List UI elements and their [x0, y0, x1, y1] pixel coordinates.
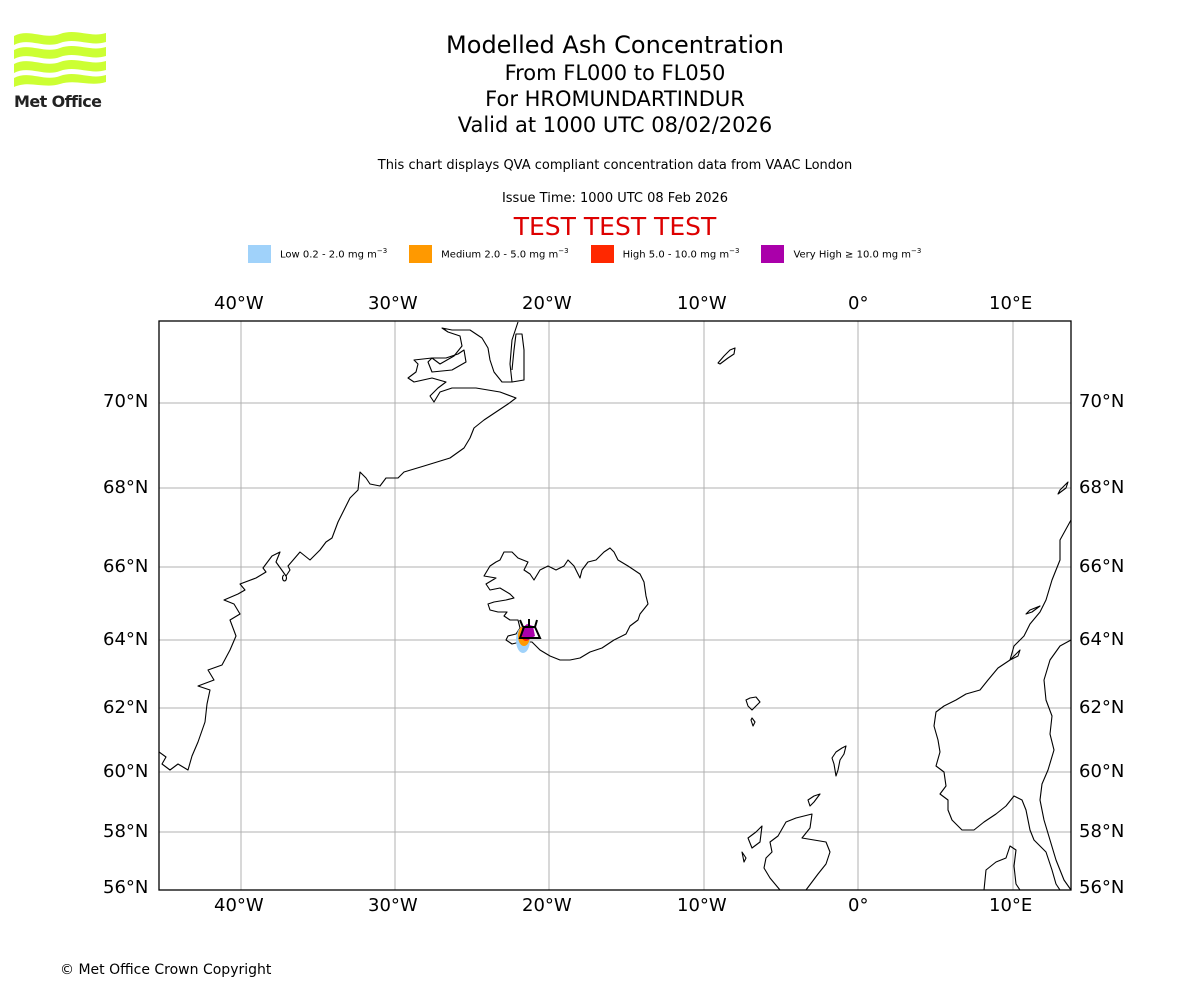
lat-label-right: 70°N [1079, 391, 1125, 412]
lat-label-right: 68°N [1079, 477, 1125, 498]
title-block: Modelled Ash Concentration From FL000 to… [0, 30, 1200, 138]
coastline-greenland [159, 321, 519, 771]
lon-label-bottom: 30°W [368, 895, 418, 916]
lat-label-right: 60°N [1079, 761, 1125, 782]
chart-subtitle: This chart displays QVA compliant concen… [377, 158, 853, 173]
lon-label-top: 10°E [989, 293, 1033, 314]
coastline-faroe [745, 696, 761, 711]
volcano-name: For HROMUNDARTINDUR [485, 87, 745, 111]
legend-label-very-high: Very High ≥ 10.0 mg m [793, 249, 912, 261]
coastline-jan-mayen [717, 347, 736, 365]
lon-label-bottom: 10°E [989, 895, 1033, 916]
coastline-norway [933, 519, 1071, 890]
coastline-scotland [763, 813, 831, 890]
lat-label-right: 58°N [1079, 821, 1125, 842]
legend-label-low: Low 0.2 - 2.0 mg m [280, 249, 377, 261]
lon-label-top: 20°W [522, 293, 572, 314]
lon-label-top: 40°W [214, 293, 264, 314]
legend-unit-exp: −3 [376, 247, 388, 256]
test-banner: TEST TEST TEST [513, 212, 717, 241]
coastline-orkney [807, 793, 821, 807]
coastline-greenland-east [511, 333, 525, 383]
legend-swatch-high [590, 245, 614, 263]
lon-label-top: 30°W [368, 293, 418, 314]
coastline-denmark [983, 845, 1021, 890]
legend-unit-exp: −3 [558, 247, 569, 256]
legend-unit-exp: −3 [729, 247, 740, 256]
lat-label-left: 68°N [103, 477, 149, 498]
lon-label-top: 0° [848, 293, 869, 314]
lat-label-right: 64°N [1079, 629, 1125, 650]
lat-label-left: 60°N [103, 761, 149, 782]
lon-label-bottom: 10°W [677, 895, 727, 916]
legend-swatch-low [248, 245, 271, 263]
lat-label-left: 56°N [103, 877, 149, 898]
legend-item-medium: Medium 2.0 - 5.0 mg m−3 [409, 245, 569, 263]
legend-label-high: High 5.0 - 10.0 mg m [622, 249, 730, 261]
lat-label-right: 66°N [1079, 556, 1125, 577]
chart-title: Modelled Ash Concentration [446, 31, 784, 59]
lat-label-left: 70°N [103, 391, 149, 412]
met-office-logo: Met Office [14, 30, 106, 112]
lat-label-left: 64°N [103, 629, 149, 650]
map-frame [158, 320, 1072, 891]
legend-label-medium: Medium 2.0 - 5.0 mg m [441, 249, 559, 261]
met-office-waves-icon [14, 32, 106, 87]
lon-label-bottom: 0° [848, 895, 869, 916]
valid-time: Valid at 1000 UTC 08/02/2026 [457, 113, 773, 137]
lon-label-bottom: 20°W [522, 895, 572, 916]
flight-level-range: From FL000 to FL050 [504, 61, 726, 85]
legend-swatch-very-high [761, 245, 785, 263]
copyright-notice: © Met Office Crown Copyright [60, 962, 272, 978]
coastline-iceland [483, 547, 649, 661]
lat-label-left: 58°N [103, 821, 149, 842]
lat-label-right: 56°N [1079, 877, 1125, 898]
lat-label-right: 62°N [1079, 697, 1125, 718]
lat-label-left: 62°N [103, 697, 149, 718]
coastline-sweden [1039, 639, 1071, 890]
coastline-greenland-inlet [427, 349, 467, 373]
volcano-icon [518, 619, 542, 639]
lat-label-left: 66°N [103, 556, 149, 577]
legend-item-high: High 5.0 - 10.0 mg m−3 [590, 245, 740, 263]
legend-item-very-high: Very High ≥ 10.0 mg m−3 [761, 245, 921, 263]
coastline-greenland-islet [281, 574, 288, 582]
lon-label-bottom: 40°W [214, 895, 264, 916]
legend-unit-exp: −3 [911, 247, 922, 256]
legend: Low 0.2 - 2.0 mg m−3 Medium 2.0 - 5.0 mg… [248, 244, 943, 264]
issue-time: Issue Time: 1000 UTC 08 Feb 2026 [501, 191, 729, 206]
gridlines [159, 321, 1071, 890]
coastline-shetland [831, 745, 847, 777]
lon-label-top: 10°W [677, 293, 727, 314]
logo-text: Met Office [14, 92, 102, 111]
legend-item-low: Low 0.2 - 2.0 mg m−3 [248, 245, 387, 263]
legend-swatch-medium [409, 245, 433, 263]
